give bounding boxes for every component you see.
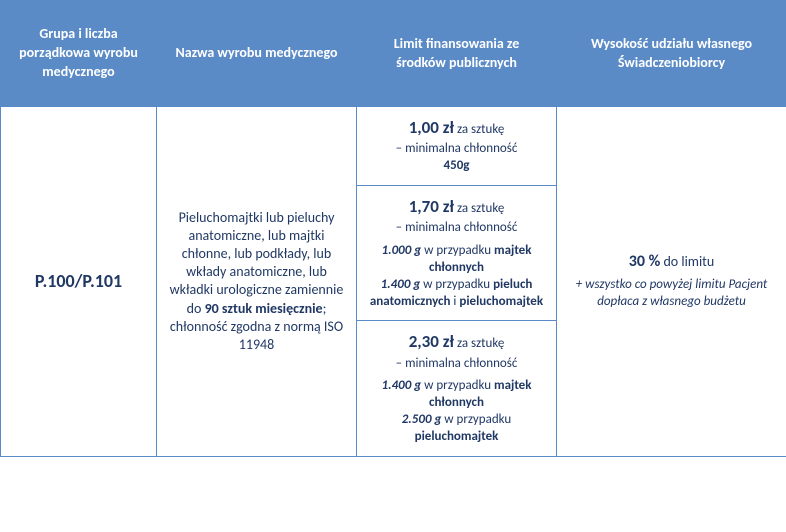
limit1-sub: – minimalna chłonność [396,141,518,158]
cell-code: P.100/P.101 [1,107,157,457]
cell-product: Pieluchomajtki lub pieluchy anatomiczne,… [157,107,357,457]
limit1-price-line: 1,00 zł za sztukę [409,117,505,139]
financing-table: Grupa i liczba porządkowa wyrobu medyczn… [0,0,786,457]
limit1-unit: za sztukę [454,122,504,137]
product-description: Pieluchomajtki lub pieluchy anatomiczne,… [169,209,344,355]
limit2-d2-bold2: pieluchomajtek [459,294,543,309]
header-group-text: Grupa i liczba porządkowa wyrobu medyczn… [13,25,144,82]
limit3-d1-val: 1.400 g [382,378,422,393]
product-desc-bold: 90 sztuk miesięcznie [205,300,323,317]
limit2-sub: – minimalna chłonność [396,220,518,237]
share-percent: 30 % [629,252,661,271]
limit2-detail2: 1.400 g w przypadku pieluch anatomicznyc… [369,277,544,311]
share-note: + wszystko co powyżej limitu Pacjent dop… [569,277,774,311]
share-main-line: 30 % do limitu [629,252,714,273]
header-group: Grupa i liczba porządkowa wyrobu medyczn… [1,1,157,107]
limit3-price-line: 2,30 zł za sztukę [409,331,505,353]
limit2-price-line: 1,70 zł za sztukę [409,196,505,218]
header-share: Wysokość udziału własnego Świadczeniobio… [557,1,786,107]
product-code: P.100/P.101 [35,269,122,294]
cell-limit-2: 1,70 zł za sztukę – minimalna chłonność … [357,186,557,322]
limit1-absorb: 450g [444,158,470,175]
limit3-price: 2,30 zł [409,331,454,352]
cell-share: 30 % do limitu + wszystko co powyżej lim… [557,107,786,457]
limit3-unit: za sztukę [454,336,504,351]
limit3-sub: – minimalna chłonność [396,356,518,373]
limit3-detail2: 2.500 g w przypadku pieluchomajtek [369,412,544,446]
limit3-d2-bold: pieluchomajtek [415,429,499,444]
header-share-text: Wysokość udziału własnego Świadczeniobio… [569,35,774,73]
limit3-d2-val: 2.500 g [402,412,442,427]
limit2-price: 1,70 zł [409,196,454,217]
header-product: Nazwa wyrobu medycznego [157,1,357,107]
limit3-d2-txt: w przypadku [441,412,511,427]
limit2-d2-val: 1.400 g [381,277,421,292]
header-limit-text: Limit finansowania ze środków publicznyc… [369,35,544,73]
limit3-d1-txt: w przypadku [421,378,494,393]
limit2-d1-txt: w przypadku [421,243,494,258]
limit1-price: 1,00 zł [409,117,454,138]
limit2-unit: za sztukę [454,201,504,216]
header-limit: Limit finansowania ze środków publicznyc… [357,1,557,107]
limit3-detail1: 1.400 g w przypadku majtek chłonnych [369,378,544,412]
cell-limit-1: 1,00 zł za sztukę – minimalna chłonność … [357,107,557,186]
header-product-text: Nazwa wyrobu medycznego [175,44,337,63]
limit2-detail1: 1.000 g w przypadku majtek chłonnych [369,243,544,277]
limit2-d1-val: 1.000 g [382,243,422,258]
cell-limit-3: 2,30 zł za sztukę – minimalna chłonność … [357,321,557,457]
limit2-d2-txt: w przypadku [420,277,493,292]
share-suffix: do limitu [660,253,714,270]
